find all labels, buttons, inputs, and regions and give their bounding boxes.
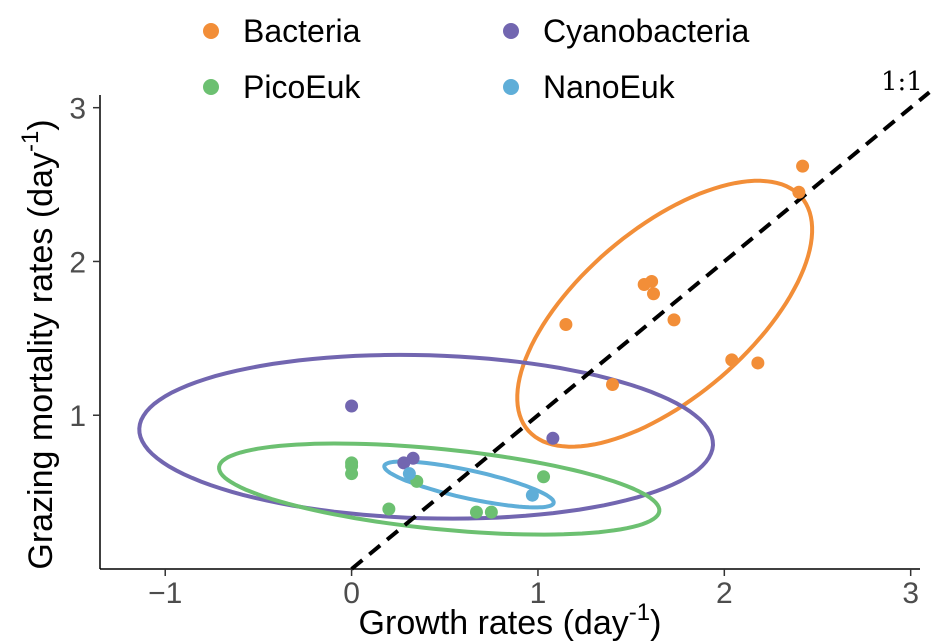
data-points	[345, 159, 810, 519]
y-axis-title: Grazing mortality rates (day-1)	[17, 119, 60, 569]
legend-marker-picoeuk	[203, 79, 219, 95]
legend: Bacteria Cyanobacteria PicoEuk NanoEuk	[203, 13, 750, 105]
point-bacteria	[667, 313, 681, 327]
ellipse-nanoeuk	[382, 459, 556, 510]
legend-label-cyanobacteria: Cyanobacteria	[543, 13, 750, 49]
point-cyanobacteria	[546, 431, 560, 445]
legend-label-bacteria: Bacteria	[243, 13, 361, 49]
x-axis-ticks: −1 0 1 2 3	[148, 569, 919, 610]
point-picoeuk	[345, 467, 359, 481]
point-nanoeuk	[402, 467, 416, 481]
point-bacteria	[792, 185, 806, 199]
y-tick-label: 1	[69, 400, 86, 433]
one-to-one-label: 1:1	[881, 67, 923, 97]
y-axis-ticks: 1 2 3	[69, 93, 100, 433]
x-tick-label: 0	[343, 577, 360, 610]
point-bacteria	[725, 353, 739, 367]
ellipse-cyanobacteria	[137, 352, 716, 521]
point-bacteria	[645, 274, 659, 288]
point-cyanobacteria	[345, 399, 359, 413]
legend-label-picoeuk: PicoEuk	[243, 69, 361, 105]
point-bacteria	[606, 377, 619, 391]
legend-label-nanoeuk: NanoEuk	[543, 69, 676, 105]
y-tick-label: 3	[69, 93, 86, 126]
x-axis-title: Growth rates (day-1)	[359, 599, 662, 642]
point-nanoeuk	[525, 488, 539, 502]
x-tick-label: 1	[530, 577, 547, 610]
legend-marker-nanoeuk	[503, 79, 519, 95]
legend-marker-bacteria	[203, 23, 219, 39]
point-bacteria	[647, 287, 660, 301]
y-tick-label: 2	[69, 246, 86, 279]
point-picoeuk	[469, 505, 483, 519]
axes	[99, 95, 920, 570]
legend-marker-cyanobacteria	[503, 23, 519, 39]
point-bacteria	[796, 159, 810, 173]
point-bacteria	[751, 356, 765, 370]
point-bacteria	[559, 318, 573, 332]
x-tick-label: −1	[148, 577, 182, 610]
point-picoeuk	[382, 502, 396, 516]
point-cyanobacteria	[406, 451, 420, 465]
ellipse-picoeuk	[217, 441, 662, 537]
x-tick-label: 2	[716, 577, 733, 610]
one-to-one-line	[350, 90, 931, 571]
x-tick-label: 3	[902, 577, 919, 610]
point-picoeuk	[537, 470, 551, 484]
ellipse-bacteria	[515, 178, 815, 449]
point-picoeuk	[484, 505, 498, 519]
confidence-ellipses	[137, 178, 815, 537]
